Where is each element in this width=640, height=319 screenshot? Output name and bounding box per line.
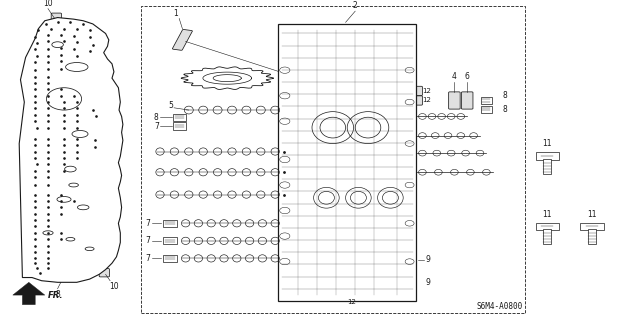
Bar — [536, 152, 559, 160]
Text: 5: 5 — [168, 101, 173, 110]
Text: 9: 9 — [426, 256, 431, 264]
Text: 7: 7 — [145, 236, 150, 245]
Text: 7: 7 — [145, 219, 150, 228]
Text: 4: 4 — [452, 72, 457, 81]
Bar — [173, 122, 186, 130]
FancyBboxPatch shape — [449, 92, 460, 109]
Text: 1: 1 — [173, 9, 179, 18]
FancyBboxPatch shape — [51, 13, 61, 21]
Polygon shape — [19, 18, 123, 282]
Text: 3: 3 — [55, 290, 60, 299]
Text: FR.: FR. — [48, 291, 63, 300]
Bar — [163, 220, 177, 227]
Text: 7: 7 — [145, 254, 150, 263]
Bar — [481, 97, 492, 104]
Bar — [543, 229, 551, 244]
Bar — [173, 114, 186, 121]
Text: 8: 8 — [502, 105, 507, 114]
Text: 11: 11 — [588, 210, 596, 219]
FancyBboxPatch shape — [416, 96, 422, 105]
Bar — [278, 24, 416, 301]
Bar — [588, 229, 596, 244]
Text: 8: 8 — [154, 113, 159, 122]
Bar — [163, 237, 177, 244]
Text: 12: 12 — [422, 88, 431, 94]
Bar — [481, 106, 492, 113]
FancyBboxPatch shape — [172, 29, 193, 50]
Text: 10: 10 — [109, 282, 119, 291]
Text: 12: 12 — [422, 98, 431, 103]
FancyBboxPatch shape — [416, 86, 422, 96]
Text: 2: 2 — [353, 1, 358, 10]
Bar — [543, 159, 551, 174]
Text: 11: 11 — [543, 210, 552, 219]
Bar — [580, 223, 604, 230]
Text: 10: 10 — [43, 0, 53, 8]
FancyBboxPatch shape — [461, 92, 473, 109]
Text: 7: 7 — [154, 122, 159, 130]
Polygon shape — [13, 282, 45, 305]
Text: 6: 6 — [465, 72, 470, 81]
Text: 8: 8 — [502, 91, 507, 100]
Text: 9: 9 — [426, 278, 431, 287]
Bar — [163, 255, 177, 262]
Text: S6M4-A0800: S6M4-A0800 — [476, 302, 522, 311]
Bar — [141, 6, 525, 313]
Text: 11: 11 — [543, 139, 552, 148]
Bar — [536, 223, 559, 230]
FancyBboxPatch shape — [99, 269, 109, 277]
Text: 12: 12 — [348, 299, 356, 305]
